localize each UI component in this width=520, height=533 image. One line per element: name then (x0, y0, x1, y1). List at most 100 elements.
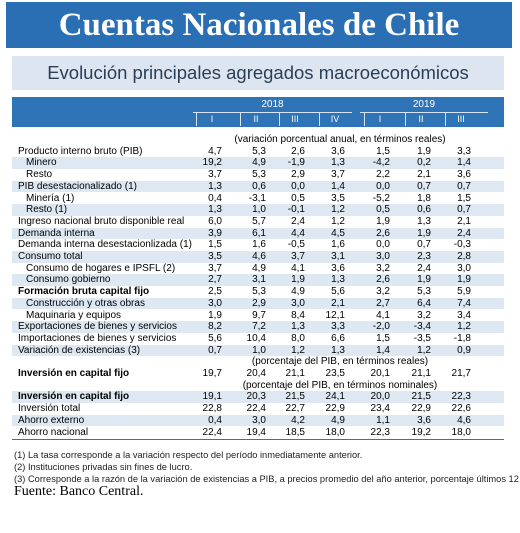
row-label: Construcción y otras obras (26, 297, 145, 309)
cell-value: 20,0 (370, 391, 390, 403)
cell-value: 2,8 (457, 251, 471, 262)
footnote: (2) Instituciones privadas sin fines de … (14, 462, 193, 472)
row-label: Consumo total (18, 251, 83, 262)
cell-value: 1,2 (331, 215, 345, 227)
cell-value: 2,6 (291, 145, 305, 157)
row-label: Producto interno bruto (PIB) (18, 145, 143, 157)
cell-value: 1,3 (417, 215, 431, 227)
cell-value: 22,9 (325, 403, 345, 415)
cell-value: 1,5 (208, 239, 222, 251)
cell-value: 1,9 (417, 145, 431, 157)
row-shade (12, 344, 504, 357)
cell-value: -3,5 (413, 332, 431, 344)
cell-value: 1,9 (376, 215, 390, 227)
cell-value: 1,2 (417, 344, 431, 356)
cell-value: 1,6 (331, 239, 345, 251)
cell-value: 1,1 (376, 414, 390, 426)
quarter-label: II (240, 113, 271, 126)
cell-value: -0,1 (287, 204, 305, 216)
cell-value: -5,2 (372, 192, 390, 204)
cell-value: 21,7 (451, 368, 471, 379)
cell-value: 1,2 (457, 321, 471, 333)
cell-value: 5,3 (252, 145, 266, 157)
cell-value: 3,9 (208, 227, 222, 239)
row-label: Variación de existencias (3) (18, 344, 141, 356)
cell-value: 1,3 (331, 274, 345, 286)
cell-value: 3,3 (331, 321, 345, 333)
section-note: (porcentaje del PIB, en términos nominal… (242, 379, 438, 391)
cell-value: 2,4 (457, 227, 471, 239)
cell-value: 4,9 (331, 414, 345, 426)
title: Cuentas Nacionales de Chile (6, 2, 512, 48)
cell-value: 2,7 (376, 297, 390, 309)
cell-value: 0,7 (417, 180, 431, 192)
cell-value: 0,9 (457, 344, 471, 356)
row-label: Resto (26, 169, 53, 181)
cell-value: 1,5 (376, 332, 390, 344)
cell-value: 9,7 (252, 309, 266, 321)
cell-value: 0,0 (376, 180, 390, 192)
cell-value: 21,1 (285, 368, 305, 379)
row-shade (12, 227, 504, 240)
cell-value: 0,6 (417, 204, 431, 216)
cell-value: 18,0 (451, 426, 471, 438)
subtitle: Evolución principales agregados macroeco… (12, 56, 504, 90)
cell-value: 20,1 (370, 368, 390, 379)
footnote: (3) Corresponde a la razón de la variaci… (14, 474, 520, 484)
cell-value: 10,4 (246, 332, 266, 344)
cell-value: 5,7 (252, 215, 266, 227)
cell-value: 3,7 (291, 251, 305, 262)
bottom-rule (12, 439, 504, 440)
cell-value: 18,0 (325, 426, 345, 438)
row-label: Resto (1) (26, 204, 68, 216)
cell-value: 21,1 (411, 368, 431, 379)
cell-value: 23,4 (370, 403, 390, 415)
cell-value: -1,9 (287, 157, 305, 169)
cell-value: 3,5 (208, 251, 222, 262)
cell-value: 7,2 (252, 321, 266, 333)
quarter-label: III (279, 113, 310, 126)
cell-value: 1,3 (331, 157, 345, 169)
cell-value: 4,5 (331, 227, 345, 239)
cell-value: 2,5 (208, 286, 222, 298)
cell-value: -2,0 (372, 321, 390, 333)
cell-value: 4,7 (208, 145, 222, 157)
cell-value: 22,4 (202, 426, 222, 438)
cell-value: 3,4 (457, 309, 471, 321)
source: Fuente: Banco Central. (14, 484, 144, 499)
cell-value: 5,3 (252, 169, 266, 181)
cell-value: -0,3 (453, 239, 471, 251)
cell-value: 7,4 (457, 297, 471, 309)
cell-value: 4,1 (376, 309, 390, 321)
cell-value: 22,4 (246, 403, 266, 415)
cell-value: -4,2 (372, 157, 390, 169)
cell-value: 2,2 (376, 169, 390, 181)
cell-value: -3,1 (248, 192, 266, 204)
year-rule (360, 112, 488, 113)
cell-value: 3,6 (331, 262, 345, 274)
cell-value: 0,5 (291, 192, 305, 204)
row-label: Importaciones de bienes y servicios (18, 332, 177, 344)
cell-value: 4,4 (291, 227, 305, 239)
cell-value: 2,1 (417, 169, 431, 181)
cell-value: 0,0 (376, 239, 390, 251)
cell-value: 1,4 (376, 344, 390, 356)
cell-value: 22,9 (411, 403, 431, 415)
row-label: Consumo gobierno (26, 274, 111, 286)
row-shade (12, 180, 504, 193)
cell-value: 21,5 (411, 391, 431, 403)
year-label: 2018 (261, 99, 284, 110)
section-note: (porcentaje del PIB, en términos reales) (251, 356, 429, 368)
cell-value: 24,1 (325, 391, 345, 403)
cell-value: 1,3 (291, 321, 305, 333)
cell-value: 3,7 (208, 169, 222, 181)
cell-value: 1,0 (252, 204, 266, 216)
cell-value: 19,4 (246, 426, 266, 438)
row-label: Ingreso nacional bruto disponible real (18, 215, 185, 227)
cell-value: 0,7 (417, 239, 431, 251)
cell-value: 18,5 (285, 426, 305, 438)
cell-value: 2,1 (331, 297, 345, 309)
cell-value: 4,9 (291, 286, 305, 298)
cell-value: 1,4 (331, 180, 345, 192)
